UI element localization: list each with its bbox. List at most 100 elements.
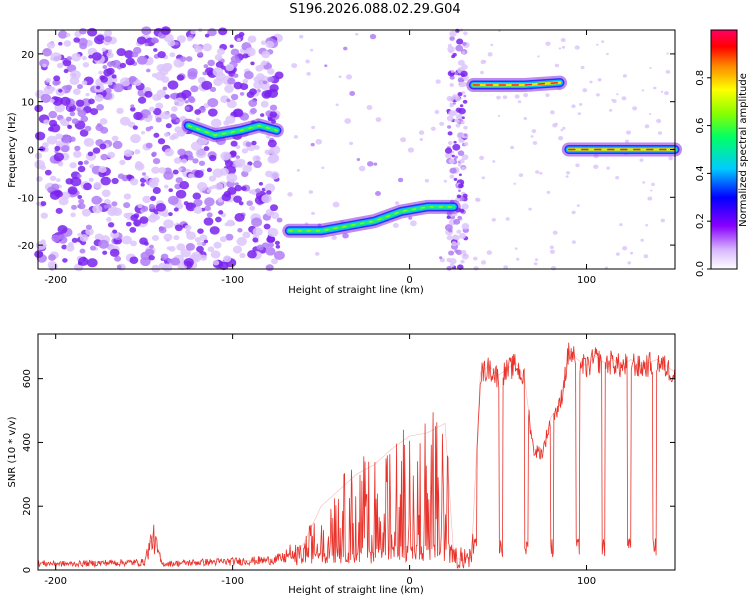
noise-blob bbox=[463, 125, 468, 130]
snr-envelope bbox=[37, 349, 676, 564]
noise-blob bbox=[565, 171, 571, 175]
noise-blob bbox=[130, 240, 137, 247]
noise-blob bbox=[79, 234, 89, 242]
noise-blob bbox=[171, 133, 179, 140]
noise-blob bbox=[355, 32, 359, 36]
noise-blob bbox=[88, 177, 94, 182]
noise-blob bbox=[453, 140, 457, 144]
noise-blob bbox=[460, 120, 465, 125]
noise-blob bbox=[451, 154, 455, 158]
noise-blob bbox=[220, 151, 231, 161]
noise-blob bbox=[203, 239, 209, 244]
noise-blob bbox=[208, 175, 217, 182]
y-tick-label: 600 bbox=[22, 369, 33, 388]
noise-blob bbox=[85, 92, 90, 97]
noise-blob bbox=[241, 186, 247, 191]
noise-blob bbox=[457, 189, 462, 192]
noise-blob bbox=[273, 250, 285, 261]
noise-blob bbox=[461, 116, 465, 120]
noise-blob bbox=[148, 255, 155, 261]
noise-blob bbox=[219, 236, 227, 243]
noise-blob bbox=[84, 125, 92, 132]
noise-blob bbox=[207, 108, 218, 117]
noise-blob bbox=[269, 84, 279, 93]
noise-blob bbox=[230, 48, 240, 56]
noise-blob bbox=[266, 190, 272, 195]
noise-blob bbox=[579, 102, 583, 106]
noise-blob bbox=[446, 235, 453, 241]
noise-blob bbox=[629, 251, 634, 255]
noise-blob bbox=[267, 227, 279, 237]
noise-blob bbox=[110, 230, 120, 239]
noise-blob bbox=[643, 254, 649, 259]
noise-blob bbox=[375, 117, 382, 123]
noise-blob bbox=[274, 240, 280, 246]
noise-blob bbox=[475, 197, 480, 202]
noise-blob bbox=[461, 223, 470, 230]
noise-blob bbox=[252, 155, 261, 163]
noise-blob bbox=[196, 241, 203, 247]
noise-blob bbox=[83, 182, 92, 191]
noise-blob bbox=[69, 70, 81, 80]
noise-blob bbox=[239, 252, 246, 259]
noise-blob bbox=[252, 227, 263, 237]
noise-blob bbox=[261, 194, 272, 204]
noise-blob bbox=[79, 129, 89, 137]
noise-blob bbox=[196, 182, 208, 191]
noise-blob bbox=[126, 174, 133, 180]
noise-blob bbox=[261, 90, 272, 99]
noise-blob bbox=[660, 218, 665, 223]
noise-blob bbox=[448, 96, 454, 102]
noise-blob bbox=[101, 47, 107, 52]
noise-blob bbox=[99, 143, 107, 150]
noise-blob bbox=[255, 188, 261, 194]
noise-blob bbox=[321, 166, 325, 170]
noise-blob bbox=[62, 258, 68, 263]
noise-blob bbox=[454, 249, 459, 253]
noise-blob bbox=[234, 184, 242, 192]
noise-blob bbox=[452, 143, 461, 151]
noise-blob bbox=[444, 147, 453, 154]
noise-blob bbox=[144, 90, 153, 98]
noise-blob bbox=[135, 161, 143, 168]
noise-blob bbox=[606, 166, 610, 170]
noise-blob bbox=[128, 75, 137, 83]
noise-blob bbox=[49, 98, 55, 103]
noise-blob bbox=[554, 122, 558, 126]
noise-blob bbox=[271, 258, 278, 265]
noise-blob bbox=[174, 126, 183, 133]
noise-blob bbox=[250, 61, 255, 66]
noise-blob bbox=[36, 176, 43, 182]
noise-blob bbox=[170, 113, 176, 119]
noise-blob bbox=[52, 96, 63, 106]
noise-blob bbox=[116, 264, 122, 269]
noise-blob bbox=[456, 194, 462, 199]
noise-blob bbox=[184, 100, 189, 104]
noise-blob bbox=[170, 257, 181, 266]
noise-blob bbox=[207, 59, 216, 67]
noise-blob bbox=[99, 118, 108, 125]
noise-blob bbox=[184, 224, 192, 231]
noise-blob bbox=[358, 165, 366, 172]
noise-blob bbox=[63, 69, 69, 74]
noise-blob bbox=[144, 42, 149, 47]
noise-blob bbox=[163, 233, 173, 242]
noise-blob bbox=[580, 65, 585, 70]
noise-blob bbox=[648, 112, 652, 116]
noise-blob bbox=[276, 217, 283, 223]
noise-blob bbox=[136, 55, 148, 65]
noise-blob bbox=[199, 254, 208, 261]
noise-blob bbox=[48, 110, 58, 119]
noise-blob bbox=[448, 110, 456, 117]
snr-axes: -200 -100 0 100 0 200 400 600 bbox=[22, 334, 675, 587]
noise-blob bbox=[253, 76, 261, 83]
noise-blob bbox=[137, 96, 147, 104]
noise-blob bbox=[61, 191, 71, 200]
noise-blob bbox=[116, 48, 126, 57]
noise-blob bbox=[642, 181, 646, 184]
noise-blob bbox=[235, 155, 240, 159]
noise-blob bbox=[457, 59, 465, 66]
noise-blob bbox=[533, 262, 538, 266]
noise-blob bbox=[335, 103, 339, 107]
noise-blob bbox=[496, 95, 501, 100]
